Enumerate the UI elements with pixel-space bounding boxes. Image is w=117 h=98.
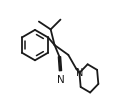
Text: N: N: [76, 68, 84, 78]
Text: N: N: [57, 75, 65, 85]
